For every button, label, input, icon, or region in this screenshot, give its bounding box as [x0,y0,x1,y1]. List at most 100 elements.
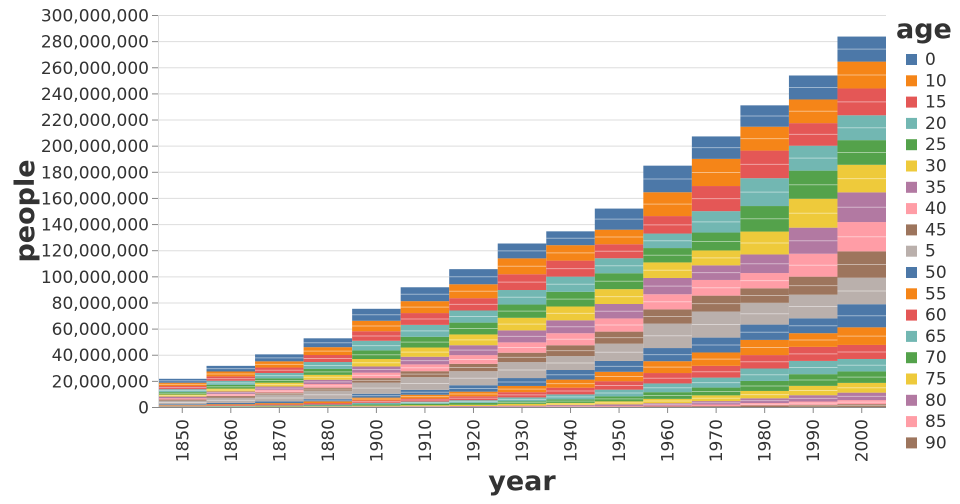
x-tick-label: 1950 [610,419,630,462]
legend-item-5: 5 [906,242,936,262]
y-tick-label: 60,000,000 [52,320,149,340]
legend-title: age [896,14,952,45]
bar-segment-age-35 [158,397,207,399]
x-axis-title: year [488,466,556,497]
legend-label: 45 [925,220,947,240]
legend-swatch [906,203,917,214]
legend-swatch [906,331,917,342]
legend-item-30: 30 [906,157,947,177]
legend-label: 75 [925,370,947,390]
legend-swatch [906,395,917,406]
y-tick-label: 140,000,000 [41,216,149,236]
bar-segment-age-50 [207,403,256,404]
legend-item-85: 85 [906,412,947,432]
bar-1970 [692,136,741,407]
legend-label: 25 [925,135,947,155]
bar-segment-age-85 [692,405,741,407]
legend-label: 50 [925,263,947,283]
legend-label: 80 [925,391,947,411]
bar-1870 [255,354,304,407]
x-tick-label: 1980 [756,419,776,462]
bar-segment-age-70 [352,405,401,406]
legend-swatch [906,118,917,129]
x-tick-label: 1910 [416,419,436,462]
y-tick-label: 200,000,000 [41,137,149,157]
legend-label: 85 [925,412,947,432]
y-axis-title: people [10,159,41,262]
legend-label: 35 [925,178,947,198]
legend-item-25: 25 [906,135,947,155]
bar-1980 [740,105,789,407]
x-tick-label: 1970 [707,419,727,462]
bar-1910 [401,287,450,407]
y-tick-label: 20,000,000 [52,372,149,392]
bar-segment-age-85 [546,406,595,407]
bar-1940 [546,231,595,407]
legend-label: 10 [925,71,947,91]
bar-1850 [158,379,207,407]
bar-segment-age-40 [158,398,207,399]
legend-label: 40 [925,199,947,219]
x-tick-label: 1930 [513,419,533,462]
bar-segment-age-70 [401,404,450,405]
legend-item-50: 50 [906,263,947,283]
legend-label: 0 [925,50,936,70]
legend-item-10: 10 [906,71,947,91]
bar-segment-age-75 [449,405,498,406]
bar-segment-age-50 [255,401,304,403]
y-tick-label: 0 [138,399,149,419]
y-tick-label: 280,000,000 [41,33,149,53]
legend-swatch [906,374,917,385]
y-tick-label: 180,000,000 [41,163,149,183]
bar-1960 [643,166,692,407]
legend-swatch [906,224,917,235]
y-tick-label: 80,000,000 [52,294,149,314]
bar-segment-age-55 [207,404,256,405]
legend-label: 65 [925,327,947,347]
legend-swatch [906,54,917,65]
bar-segment-age-60 [304,403,353,404]
y-tick-label: 40,000,000 [52,346,149,366]
x-tick-label: 1860 [222,419,242,462]
bar-segment-age-80 [401,406,450,407]
bar-segment-age-70 [449,403,498,405]
legend-label: 15 [925,93,947,113]
bar-2000 [837,37,886,407]
legend-swatch [906,182,917,193]
legend-swatch [906,310,917,321]
bars [158,37,886,407]
bar-1900 [352,309,401,407]
bar-segment-age-80 [546,405,595,406]
x-tick-label: 1920 [464,419,484,462]
y-tick-label: 120,000,000 [41,242,149,262]
legend-label: 70 [925,348,947,368]
bar-segment-age-45 [207,396,256,398]
bar-segment-age-75 [352,406,401,407]
legend-item-55: 55 [906,284,947,304]
x-tick-label: 1940 [562,419,582,462]
legend-swatch [906,437,917,448]
bar-segment-age-90 [692,406,741,407]
bar-segment-age-70 [304,406,353,407]
bar-1950 [595,209,644,407]
bar-segment-age-65 [304,405,353,406]
bar-1930 [498,244,547,407]
legend-item-45: 45 [906,220,947,240]
legend-swatch [906,352,917,363]
bar-segment-age-75 [498,404,547,406]
bar-segment-age-55 [304,401,353,403]
legend-label: 90 [925,433,947,453]
legend-item-0: 0 [906,50,936,70]
legend-swatch [906,416,917,427]
bar-segment-age-80 [449,406,498,407]
bar-1880 [304,338,353,407]
x-tick-label: 1990 [804,419,824,462]
bar-segment-age-75 [401,405,450,406]
legend-label: 5 [925,242,936,262]
x-tick-label: 2000 [853,419,873,462]
legend-swatch [906,288,917,299]
bar-1990 [789,75,838,407]
